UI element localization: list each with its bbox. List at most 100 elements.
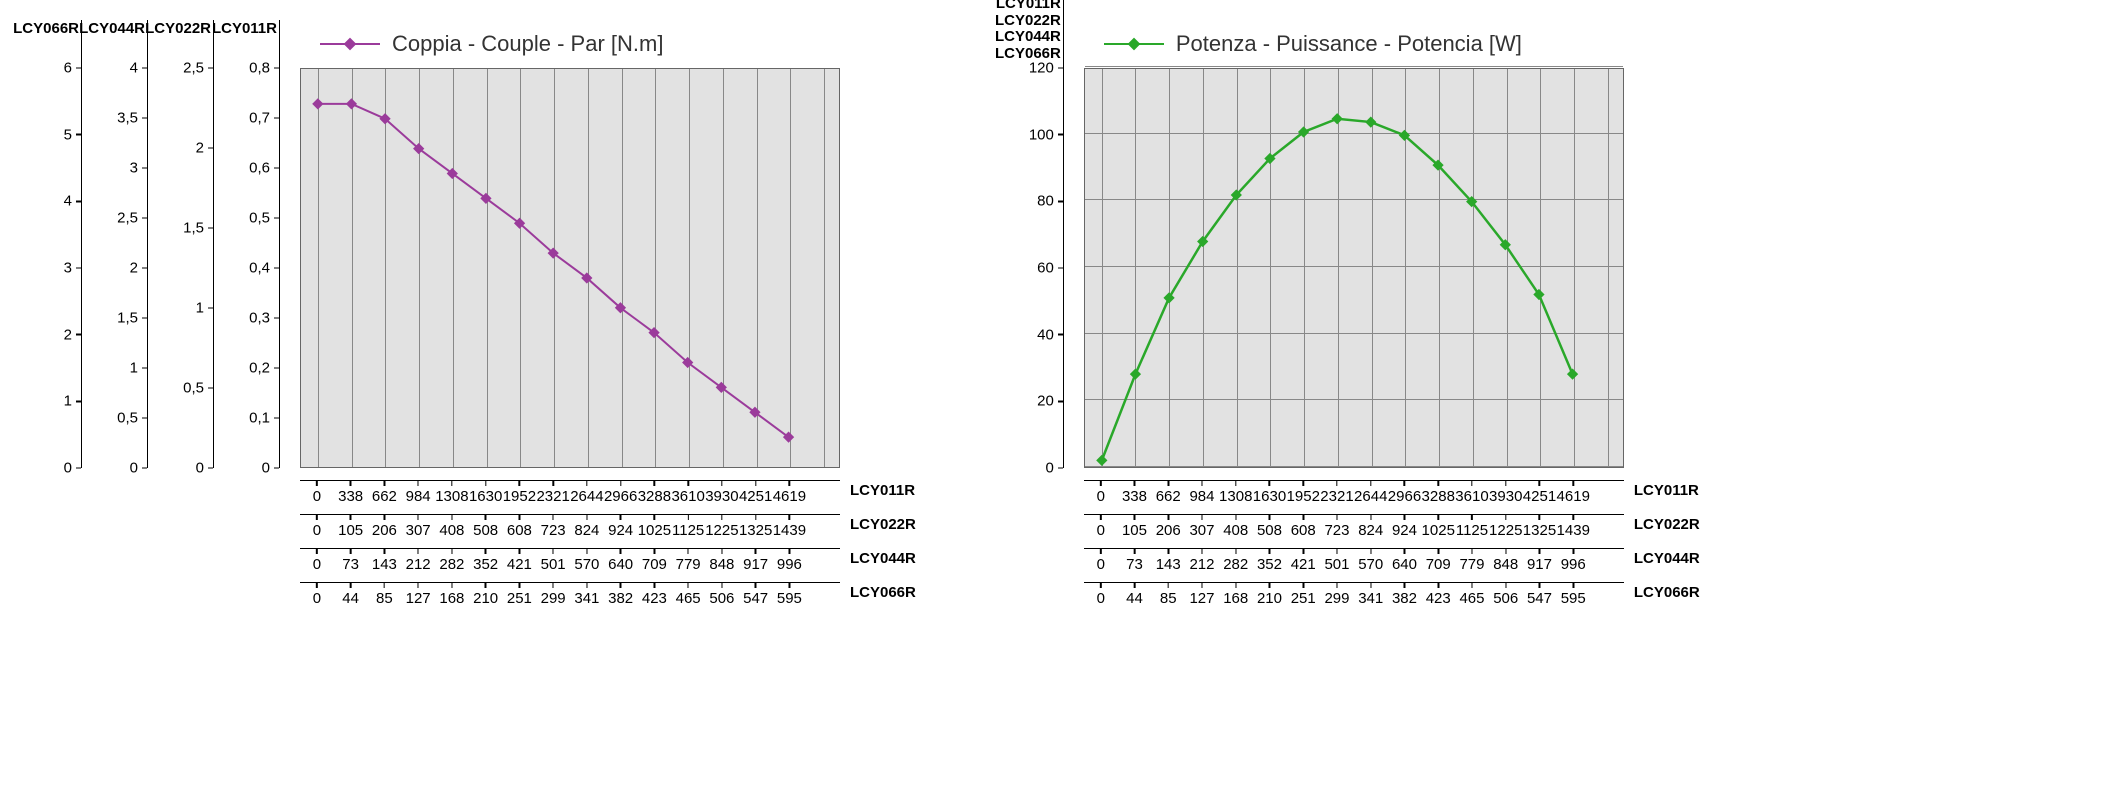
x-tick-label: 0 (313, 522, 321, 539)
power-legend: Potenza - Puissance - Potencia [W] (1064, 20, 1700, 68)
x-tick-label: 127 (1189, 590, 1214, 607)
power-series (1085, 69, 1623, 467)
power-y-axis-header: LCY011RLCY022RLCY044RLCY066R (996, 0, 1064, 68)
x-tick-label: 307 (406, 522, 431, 539)
x-tick-label: 382 (608, 590, 633, 607)
x-tick-label: 421 (1291, 556, 1316, 573)
x-tick-label: 779 (676, 556, 701, 573)
x-tick-label: 3610 (671, 488, 704, 505)
diamond-marker-icon (1127, 38, 1140, 51)
x-tick-label: 3288 (1422, 488, 1455, 505)
power-x-axes: 0338662984130816301952232126442966328836… (1084, 480, 1700, 602)
power-legend-text: Potenza - Puissance - Potencia [W] (1176, 31, 1522, 57)
x-tick-label: 1325 (739, 522, 772, 539)
x-tick-label: 143 (372, 556, 397, 573)
x-tick-label: 501 (1324, 556, 1349, 573)
y-tick-label: 3 (130, 160, 140, 177)
x-tick-label: 408 (1223, 522, 1248, 539)
x-tick-label: 662 (1156, 488, 1181, 505)
diamond-marker-icon (344, 38, 357, 51)
y-tick-label: 2 (196, 140, 206, 157)
x-axis-label: LCY066R (850, 582, 916, 601)
x-tick-label: 3610 (1455, 488, 1488, 505)
y-tick-label: 0,8 (249, 60, 272, 77)
y-tick-label: 3,5 (117, 110, 140, 127)
x-tick-label: 1125 (1456, 522, 1488, 539)
y-tick-label: 0,6 (249, 160, 272, 177)
x-tick-label: 1439 (1557, 522, 1590, 539)
torque-plot-area (300, 68, 840, 468)
torque-x-axes: 0338662984130816301952232126442966328836… (300, 480, 916, 602)
data-point-marker (1331, 113, 1342, 124)
x-axis-row: 0731432122823524215015706407097798489179… (1084, 548, 1700, 568)
x-tick-label: 423 (1426, 590, 1451, 607)
x-tick-label: 608 (1291, 522, 1316, 539)
x-tick-label: 341 (574, 590, 599, 607)
torque-y-axes: LCY066R6543210LCY044R43,532,521,510,50LC… (20, 20, 280, 468)
x-tick-label: 2321 (1320, 488, 1353, 505)
x-tick-label: 0 (313, 590, 321, 607)
x-tick-label: 105 (1122, 522, 1147, 539)
x-tick-label: 4619 (773, 488, 806, 505)
y-tick-label: 0 (64, 460, 74, 477)
x-axis-label: LCY022R (850, 514, 916, 533)
y-tick-label: 3 (64, 260, 74, 277)
x-tick-label: 3930 (1489, 488, 1522, 505)
x-tick-label: 3930 (705, 488, 738, 505)
x-tick-label: 282 (439, 556, 464, 573)
y-tick-label: 0,5 (249, 210, 272, 227)
y-tick-label: 0 (130, 460, 140, 477)
y-tick-label: 0 (196, 460, 206, 477)
x-tick-label: 3288 (638, 488, 671, 505)
power-plot-column: Potenza - Puissance - Potencia [W] 03386… (1064, 20, 1700, 616)
power-legend-line (1104, 43, 1164, 45)
x-tick-label: 307 (1189, 522, 1214, 539)
torque-plot-column: Coppia - Couple - Par [N.m] 033866298413… (280, 20, 916, 616)
x-axis-row: 0338662984130816301952232126442966328836… (1084, 480, 1700, 500)
x-tick-label: 352 (473, 556, 498, 573)
x-tick-label: 608 (507, 522, 532, 539)
y-tick-label: 5 (64, 126, 74, 143)
x-tick-label: 824 (574, 522, 599, 539)
y-tick-label: 0,5 (117, 410, 140, 427)
x-tick-label: 917 (743, 556, 768, 573)
y-tick-label: 60 (1037, 260, 1056, 277)
y-tick-label: 1,5 (183, 220, 206, 237)
x-axis-row: 0105206307408508608723824924102511251225… (300, 514, 916, 534)
x-tick-label: 595 (1561, 590, 1586, 607)
x-tick-label: 508 (1257, 522, 1282, 539)
x-tick-label: 408 (439, 522, 464, 539)
data-point-marker (346, 98, 357, 109)
y-tick-label: 2 (130, 260, 140, 277)
y-tick-label: 0,3 (249, 310, 272, 327)
y-tick-label: 4 (64, 193, 74, 210)
y-tick-label: 0,4 (249, 260, 272, 277)
x-axis-row: 0731432122823524215015706407097798489179… (300, 548, 916, 568)
torque-legend-line (320, 43, 380, 45)
x-tick-label: 421 (507, 556, 532, 573)
y-tick-label: 0,2 (249, 360, 272, 377)
x-tick-label: 4251 (1523, 488, 1556, 505)
x-tick-label: 709 (1426, 556, 1451, 573)
x-tick-label: 299 (1324, 590, 1349, 607)
x-tick-label: 1439 (773, 522, 806, 539)
y-tick-label: 2,5 (183, 60, 206, 77)
x-axis-row: 0338662984130816301952232126442966328836… (300, 480, 916, 500)
x-tick-label: 0 (313, 556, 321, 573)
x-tick-label: 143 (1156, 556, 1181, 573)
x-tick-label: 662 (372, 488, 397, 505)
x-tick-label: 73 (342, 556, 359, 573)
x-tick-label: 2966 (604, 488, 637, 505)
x-tick-label: 1325 (1523, 522, 1556, 539)
x-tick-label: 848 (709, 556, 734, 573)
x-tick-label: 338 (1122, 488, 1147, 505)
x-tick-label: 1025 (638, 522, 671, 539)
y-tick-label: 0,1 (249, 410, 272, 427)
x-axis-label: LCY066R (1634, 582, 1700, 601)
x-tick-label: 0 (1097, 522, 1105, 539)
y-tick-label: 0,5 (183, 380, 206, 397)
x-tick-label: 85 (1160, 590, 1177, 607)
y-tick-label: 4 (130, 60, 140, 77)
x-tick-label: 984 (406, 488, 431, 505)
torque-series (301, 69, 839, 467)
